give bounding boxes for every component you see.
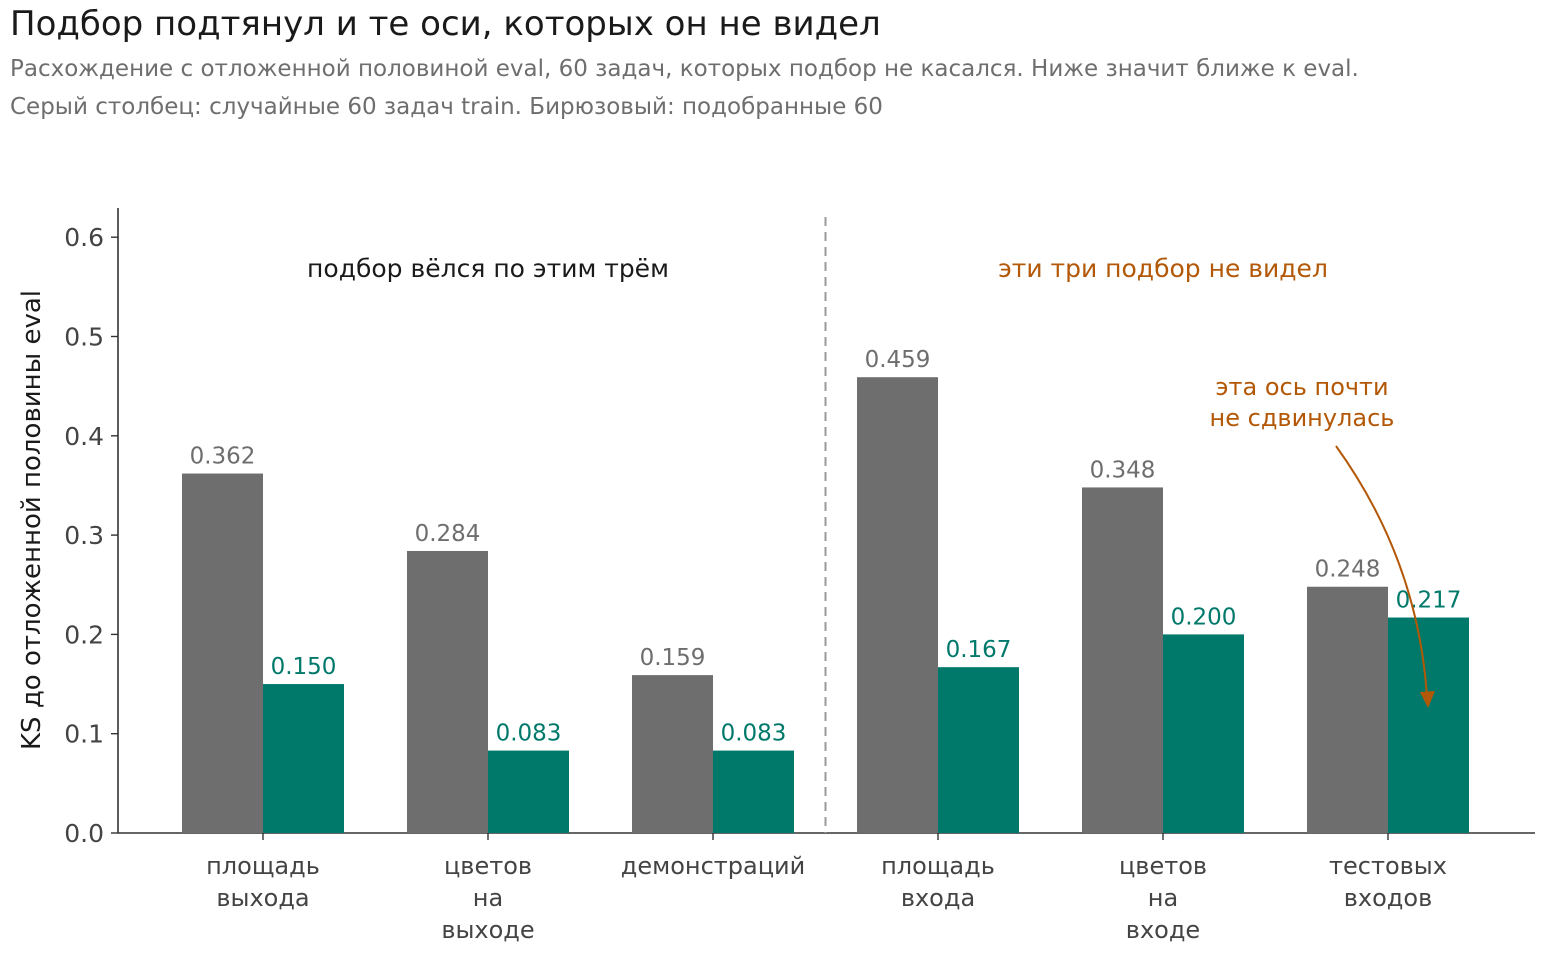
data-label-random-0: 0.362 [190, 444, 256, 470]
data-label-selected-1: 0.083 [496, 721, 562, 747]
annotation-arrow [1335, 445, 1428, 698]
x-tick-label-5: входов [1344, 884, 1432, 912]
data-label-random-2: 0.159 [640, 645, 706, 671]
chart-subtitle-line-1: Расхождение с отложенной половиной eval,… [10, 56, 1359, 82]
y-tick-label: 0.0 [64, 819, 104, 848]
bar-selected-1 [488, 750, 569, 833]
bar-random-3 [857, 377, 938, 833]
x-tick-label-0: выхода [216, 884, 309, 912]
annotation-arrowhead [1420, 691, 1435, 708]
group-label-unseen: эти три подбор не видел [998, 254, 1328, 283]
bar-random-2 [632, 675, 713, 833]
bar-random-5 [1307, 586, 1388, 833]
y-tick-label: 0.3 [64, 521, 104, 550]
data-label-random-3: 0.459 [865, 347, 931, 373]
x-tick-label-0: площадь [206, 852, 320, 880]
y-tick-label: 0.5 [64, 323, 104, 352]
y-tick-label: 0.6 [64, 223, 104, 252]
bar-random-1 [407, 550, 488, 833]
chart-subtitle-line-2: Серый столбец: случайные 60 задач train.… [10, 94, 883, 120]
x-tick-label-4: входе [1126, 916, 1200, 944]
x-tick-label-3: площадь [881, 852, 995, 880]
group-label-seen: подбор вёлся по этим трём [307, 254, 669, 283]
data-label-random-4: 0.348 [1090, 457, 1156, 483]
x-tick-label-5: тестовых [1329, 852, 1447, 880]
data-label-selected-4: 0.200 [1171, 604, 1237, 630]
chart-title: Подбор подтянул и те оси, которых он не … [10, 4, 881, 44]
x-tick-label-1: выходе [441, 916, 534, 944]
bar-selected-4 [1163, 634, 1244, 833]
annotation-text: не сдвинулась [1210, 404, 1395, 432]
x-tick-label-1: на [473, 884, 503, 912]
data-label-selected-2: 0.083 [721, 721, 787, 747]
bar-selected-0 [263, 684, 344, 833]
data-label-random-1: 0.284 [415, 521, 481, 547]
data-label-selected-5: 0.217 [1396, 588, 1462, 614]
bar-random-0 [182, 473, 263, 833]
bar-selected-3 [938, 667, 1019, 833]
x-tick-label-2: демонстраций [621, 852, 806, 880]
bar-selected-2 [713, 750, 794, 833]
data-label-random-5: 0.248 [1315, 557, 1381, 583]
y-tick-label: 0.1 [64, 720, 104, 749]
x-tick-label-1: цветов [444, 852, 532, 880]
x-tick-label-3: входа [901, 884, 975, 912]
y-tick-label: 0.2 [64, 620, 104, 649]
bar-random-4 [1082, 487, 1163, 833]
annotation-text: эта ось почти [1215, 373, 1388, 401]
bar-selected-5 [1388, 617, 1469, 833]
x-tick-label-4: на [1148, 884, 1178, 912]
y-axis-label: KS до отложенной половины eval [17, 290, 47, 750]
data-label-selected-0: 0.150 [271, 654, 337, 680]
y-tick-label: 0.4 [64, 422, 104, 451]
x-tick-label-4: цветов [1119, 852, 1207, 880]
data-label-selected-3: 0.167 [946, 637, 1012, 663]
